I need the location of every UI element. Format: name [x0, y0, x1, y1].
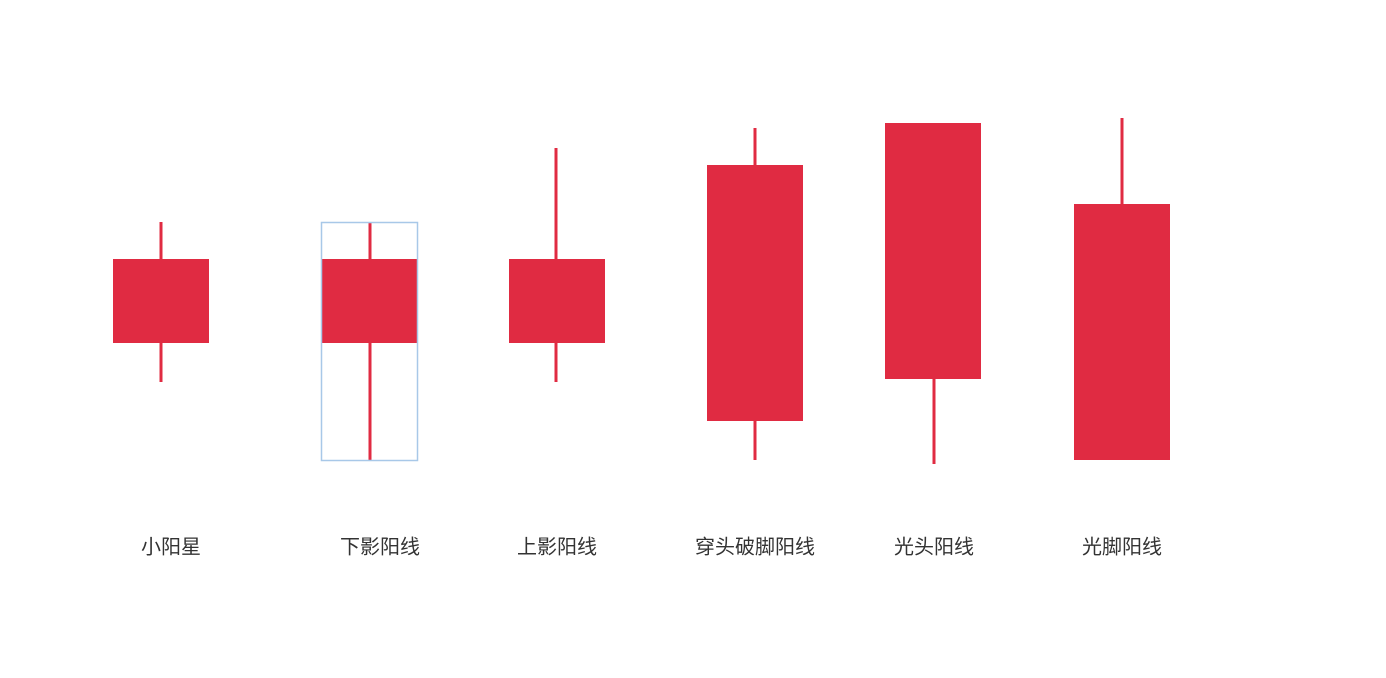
candle[interactable]: [320, 221, 419, 462]
candle-body: [885, 123, 981, 379]
candle[interactable]: [1074, 118, 1170, 460]
candle-label: 上影阳线: [517, 535, 597, 559]
selection-box: [320, 221, 419, 462]
candle-body: [707, 165, 803, 421]
candle-body: [113, 259, 209, 343]
candle-body: [321, 259, 417, 343]
candle[interactable]: [509, 148, 605, 382]
candle-label: 光头阳线: [894, 535, 974, 559]
candle-label: 小阳星: [141, 535, 201, 559]
candle-body: [1074, 204, 1170, 460]
candle-body: [509, 259, 605, 343]
candle-label: 穿头破脚阳线: [695, 535, 815, 559]
candle-label: 光脚阳线: [1082, 535, 1162, 559]
candle-label: 下影阳线: [340, 535, 420, 559]
candle[interactable]: [885, 123, 981, 464]
candle[interactable]: [113, 222, 209, 382]
candle[interactable]: [707, 128, 803, 460]
